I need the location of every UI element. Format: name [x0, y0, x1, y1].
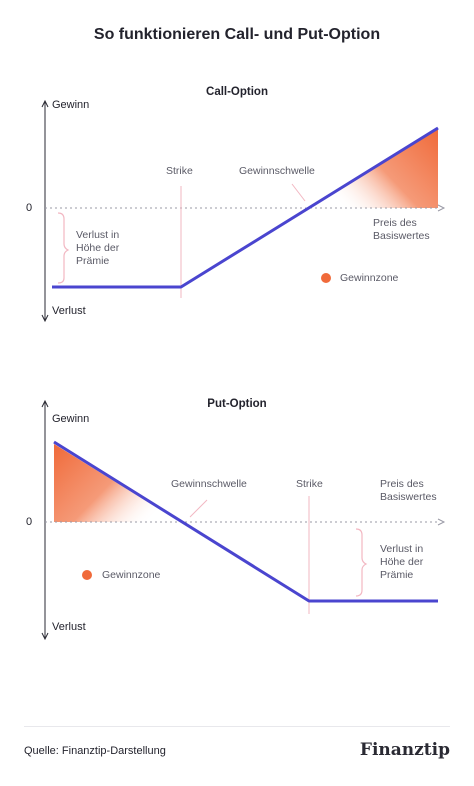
- put-zero-label: 0: [26, 516, 33, 528]
- call-breakeven-pointer: [291, 183, 306, 202]
- put-option-chart: Put-Option Gewinn Verlust 0 Gewinnschwel…: [0, 392, 474, 652]
- put-y-axis-arrow-bottom: [41, 632, 49, 641]
- call-zone-legend-dot: [321, 273, 331, 283]
- call-loss-note: Verlust in Höhe der Prämie: [76, 229, 120, 267]
- put-y-axis-arrow-top: [41, 399, 49, 408]
- call-zero-label: 0: [26, 202, 33, 214]
- call-y-bottom-label: Verlust: [52, 305, 86, 317]
- put-chart-title: Put-Option: [207, 398, 267, 410]
- call-chart-title: Call-Option: [206, 86, 268, 98]
- footer-divider: [24, 726, 450, 727]
- call-y-axis-arrow-top: [41, 99, 49, 108]
- call-y-top-label: Gewinn: [52, 99, 90, 111]
- put-strike-label: Strike: [296, 478, 323, 490]
- call-chart-graphics: [41, 99, 446, 323]
- put-y-top-label: Gewinn: [52, 413, 90, 425]
- source-note: Quelle: Finanztip-Darstellung: [24, 745, 166, 757]
- brand-logo: Finanztip: [359, 740, 450, 760]
- put-x-axis-label: Preis des Basiswertes: [380, 478, 437, 503]
- call-x-axis-arrow: [437, 204, 446, 212]
- put-payoff-line: [53, 440, 438, 603]
- put-zone-legend-label: Gewinnzone: [102, 569, 161, 581]
- page-title: So funktionieren Call- und Put-Option: [93, 26, 381, 43]
- call-breakeven-label: Gewinnschwelle: [239, 165, 315, 177]
- call-strike-label: Strike: [166, 165, 193, 177]
- put-loss-bracket: [355, 528, 368, 597]
- call-x-axis-label: Preis des Basiswertes: [373, 217, 430, 242]
- put-zone-legend-dot: [82, 570, 92, 580]
- put-chart-graphics: [41, 399, 446, 641]
- put-y-bottom-label: Verlust: [52, 621, 86, 633]
- call-loss-bracket: [57, 212, 70, 284]
- call-option-chart: Call-Option Gewinn Verlust 0 Strike Gewi…: [0, 80, 474, 340]
- call-zone-legend-label: Gewinnzone: [340, 272, 399, 284]
- call-y-axis-arrow-bottom: [41, 314, 49, 323]
- put-breakeven-pointer: [189, 499, 208, 518]
- put-x-axis-arrow: [437, 518, 446, 526]
- put-breakeven-label: Gewinnschwelle: [171, 478, 247, 490]
- call-payoff-line: [52, 126, 439, 289]
- put-loss-note: Verlust in Höhe der Prämie: [380, 543, 424, 581]
